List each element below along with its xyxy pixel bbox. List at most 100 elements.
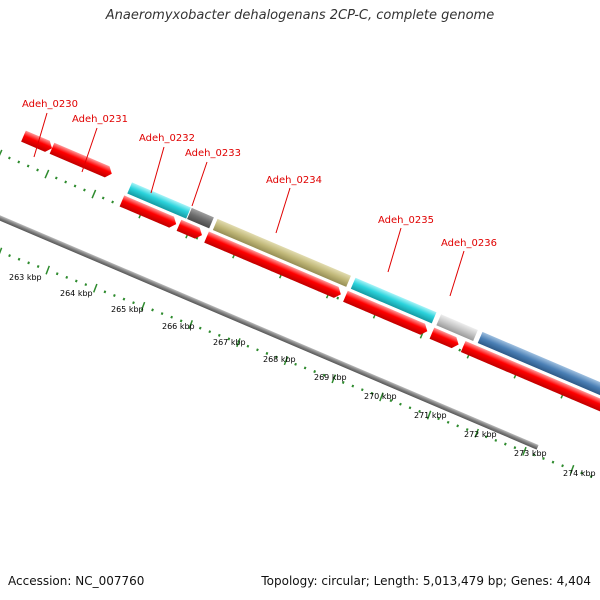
leader-adeh-0231 — [81, 127, 98, 173]
scale-tick-mark — [198, 326, 202, 330]
outer-tick-mark — [64, 180, 68, 184]
leader-adeh-0232 — [150, 146, 165, 194]
scale-tick-mark — [45, 265, 51, 275]
cds-ring-outer — [21, 130, 114, 180]
feature-adeh-0236-small[interactable] — [436, 314, 478, 341]
scale-label-269: 269 kbp — [314, 373, 347, 382]
outer-tick-mark — [54, 176, 58, 180]
scale-tick-mark — [265, 351, 269, 355]
outer-tick-mark — [73, 184, 77, 188]
scale-label-271: 271 kbp — [414, 411, 447, 420]
outer-tick-mark — [0, 149, 3, 156]
scale-tick-mark — [456, 424, 460, 428]
scale-tick-mark — [103, 290, 107, 294]
scale-tick-mark — [360, 388, 364, 392]
scale-tick-mark — [170, 315, 174, 319]
cds-adeh-0232[interactable] — [119, 195, 179, 229]
genome-summary-text: Topology: circular; Length: 5,013,479 bp… — [261, 574, 591, 588]
scale-tick-mark — [246, 344, 250, 348]
scale-tick-mark — [113, 294, 116, 297]
scale-tick-mark — [208, 330, 212, 334]
cds-adeh-0234[interactable] — [204, 231, 343, 300]
scale-labels: 263 kbp 264 kbp 265 kbp 266 kbp 267 kbp … — [9, 273, 596, 478]
outer-tick-mark — [111, 200, 115, 204]
gene-label-adeh-0236[interactable]: Adeh_0236 — [441, 238, 497, 249]
scale-tick-mark — [160, 312, 164, 316]
scale-tick-mark — [322, 373, 326, 377]
scale-tick-mark — [399, 402, 402, 406]
scale-tick-mark — [179, 319, 183, 323]
scale-tick-mark — [0, 247, 3, 255]
scale-label-266: 266 kbp — [162, 322, 195, 331]
feature-adeh-0232[interactable] — [127, 182, 191, 219]
scale-tick-mark — [589, 475, 593, 479]
cds-adeh-0230[interactable] — [21, 130, 54, 154]
outer-tick-mark — [91, 189, 97, 199]
leader-adeh-0234 — [275, 187, 291, 234]
scale-tick-ring — [0, 247, 593, 479]
scale-tick-mark — [122, 297, 126, 301]
outer-tick-mark — [7, 156, 11, 160]
outer-tick-mark — [17, 160, 21, 164]
leader-adeh-0235 — [387, 227, 402, 273]
feature-adeh-0236[interactable] — [477, 331, 600, 406]
scale-tick-mark — [236, 338, 241, 348]
feature-adeh-0235[interactable] — [350, 277, 437, 324]
scale-tick-mark — [227, 337, 231, 341]
scale-tick-mark — [484, 435, 488, 439]
scale-tick-mark — [294, 362, 297, 366]
scale-label-274: 274 kbp — [563, 469, 596, 478]
cds-adeh-0231[interactable] — [49, 142, 114, 180]
scale-label-265: 265 kbp — [111, 305, 144, 314]
scale-tick-mark — [188, 320, 194, 329]
gene-label-adeh-0234[interactable]: Adeh_0234 — [266, 175, 322, 186]
scale-tick-mark — [283, 356, 289, 366]
scale-label-267: 267 kbp — [213, 338, 246, 347]
cds-adeh-0235[interactable] — [343, 290, 430, 337]
feature-adeh-0233[interactable] — [187, 207, 214, 229]
scale-tick-mark — [551, 460, 555, 464]
scale-tick-mark — [513, 446, 517, 450]
scale-tick-mark — [465, 428, 469, 432]
scale-tick-mark — [140, 301, 146, 311]
feature-adeh-0234[interactable] — [212, 218, 351, 287]
leader-adeh-0233 — [191, 161, 208, 207]
cds-adeh-0233[interactable] — [176, 219, 205, 241]
scale-tick-mark — [8, 254, 11, 258]
scale-label-263: 263 kbp — [9, 273, 42, 282]
outer-tick-mark — [36, 168, 39, 172]
scale-tick-mark — [446, 420, 450, 424]
gene-label-adeh-0232[interactable]: Adeh_0232 — [139, 133, 195, 144]
scale-tick-mark — [426, 410, 432, 420]
cds-adeh-0236[interactable] — [460, 340, 600, 416]
scale-tick-mark — [561, 464, 564, 468]
gene-label-adeh-0233[interactable]: Adeh_0233 — [185, 148, 241, 159]
scale-tick-mark — [55, 272, 59, 276]
scale-tick-mark — [532, 453, 536, 457]
gene-label-adeh-0230[interactable]: Adeh_0230 — [22, 99, 78, 110]
outer-tick-mark — [336, 296, 340, 300]
scale-label-273: 273 kbp — [514, 449, 547, 458]
scale-tick-mark — [494, 438, 498, 442]
cds-ring-inner — [119, 195, 600, 416]
scale-tick-mark — [331, 374, 337, 384]
scale-tick-mark — [370, 391, 374, 395]
scale-tick-mark — [275, 355, 278, 359]
scale-tick-mark — [84, 283, 88, 287]
scale-label-270: 270 kbp — [364, 392, 397, 401]
scale-tick-mark — [569, 464, 575, 474]
outer-tick-mark — [26, 164, 30, 168]
scale-tick-mark — [503, 442, 507, 446]
scale-tick-mark — [351, 384, 355, 388]
scale-tick-mark — [256, 348, 259, 352]
cds-adeh-0236-small[interactable] — [429, 327, 461, 350]
scale-tick-mark — [542, 457, 545, 460]
scale-tick-mark — [217, 333, 221, 337]
feature-ring — [127, 182, 600, 406]
leader-adeh-0236 — [449, 250, 465, 297]
gene-label-adeh-0231[interactable]: Adeh_0231 — [72, 114, 128, 125]
gene-label-adeh-0235[interactable]: Adeh_0235 — [378, 215, 434, 226]
scale-tick-mark — [522, 446, 527, 456]
scale-tick-mark — [408, 406, 412, 410]
